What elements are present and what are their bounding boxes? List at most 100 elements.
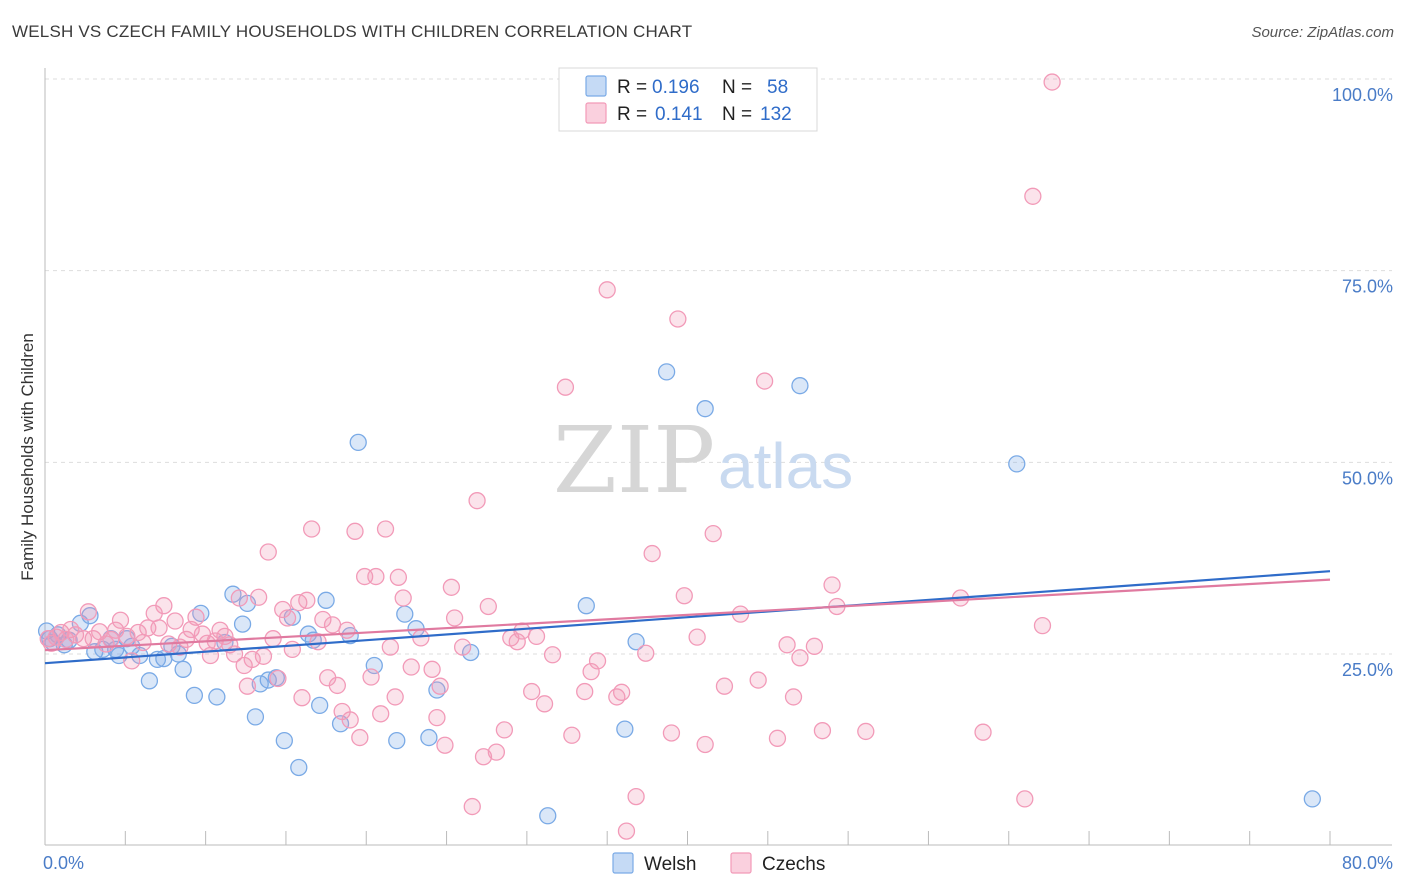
point-czechs [1016, 790, 1034, 808]
axis-layer [44, 68, 1392, 846]
bottom-legend-swatch-welsh [612, 852, 634, 874]
trend-layer [44, 570, 1331, 665]
point-czechs [302, 520, 321, 538]
point-czechs [259, 543, 277, 561]
stats-legend-r-value-welsh: 0.196 [652, 77, 700, 98]
point-czechs [389, 568, 408, 586]
point-czechs [74, 630, 93, 648]
watermark-zip: ZIP [553, 407, 715, 514]
point-czechs [394, 589, 412, 607]
point-czechs [627, 787, 645, 806]
watermark: ZIP atlas [553, 407, 853, 514]
point-czechs [402, 658, 420, 676]
point-czechs [535, 695, 554, 713]
point-czechs [669, 310, 687, 328]
point-czechs [230, 589, 249, 607]
point-czechs [298, 591, 316, 609]
point-czechs [463, 797, 481, 816]
watermark-atlas: atlas [718, 430, 853, 502]
stats-legend-n-label-welsh: N = [722, 77, 752, 98]
point-czechs [453, 638, 472, 656]
stats-legend-r-label-welsh: R = [617, 77, 647, 98]
point-czechs [523, 682, 541, 701]
point-welsh [317, 591, 335, 609]
stats-legend-swatch-welsh [585, 75, 607, 97]
point-czechs [269, 669, 287, 688]
point-welsh [577, 597, 595, 615]
point-czechs [243, 650, 261, 669]
point-czechs [813, 722, 832, 740]
trend-line-czechs [44, 578, 1331, 652]
y-tick-label: 75.0% [1342, 277, 1393, 297]
point-czechs [372, 705, 390, 723]
point-welsh [140, 672, 159, 690]
point-czechs [563, 726, 581, 744]
y-axis-label: Family Households with Children [18, 333, 37, 581]
point-czechs [442, 578, 461, 596]
point-czechs [314, 610, 332, 629]
point-czechs [351, 728, 369, 747]
point-czechs [274, 600, 292, 619]
point-czechs [134, 633, 152, 652]
point-welsh [233, 615, 252, 633]
point-czechs [66, 626, 85, 644]
bottom-legend-label-welsh: Welsh [644, 854, 696, 875]
point-czechs [543, 646, 562, 664]
point-czechs [1033, 616, 1052, 635]
point-welsh [657, 363, 676, 381]
point-czechs [479, 597, 497, 616]
point-czechs [338, 621, 356, 639]
label-layer: 25.0% 50.0% 75.0% 100.0% 0.0% 80.0% [43, 85, 1393, 873]
point-czechs [1024, 187, 1042, 205]
bottom-legend: Welsh Czechs [612, 852, 825, 875]
y-tick-label: 50.0% [1342, 468, 1393, 488]
point-czechs [513, 622, 531, 640]
point-czechs [582, 662, 600, 681]
stats-legend-n-value-czechs: 132 [760, 104, 792, 125]
point-czechs [166, 612, 184, 630]
point-czechs [283, 640, 302, 659]
point-czechs [778, 636, 796, 654]
point-czechs [527, 627, 546, 646]
point-czechs [688, 628, 706, 646]
point-czechs [309, 633, 327, 651]
point-czechs [238, 677, 257, 695]
point-czechs [123, 652, 141, 670]
point-welsh [627, 633, 645, 651]
point-czechs [431, 677, 449, 695]
x-tick-label-max: 80.0% [1342, 853, 1393, 873]
source-label: Source: ZipAtlas.com [1251, 24, 1394, 41]
y-tick-label: 25.0% [1342, 660, 1393, 680]
point-welsh [208, 688, 226, 706]
point-czechs [784, 688, 803, 706]
point-czechs [643, 544, 661, 563]
point-welsh [251, 675, 269, 693]
stats-legend: R = 0.196 N = 58 R = 0.141 N = 132 [558, 67, 818, 132]
point-czechs [386, 688, 404, 706]
point-welsh [396, 605, 414, 623]
point-welsh [349, 433, 367, 452]
point-czechs [617, 822, 636, 840]
point-czechs [423, 660, 441, 678]
point-czechs [662, 724, 681, 742]
point-welsh [185, 686, 204, 705]
point-welsh [110, 646, 128, 665]
point-czechs [323, 616, 342, 634]
point-czechs [445, 609, 464, 627]
point-czechs [508, 633, 526, 651]
point-czechs [588, 652, 607, 670]
y-tick-label: 100.0% [1332, 85, 1393, 105]
point-czechs [79, 603, 98, 621]
bottom-legend-label-czechs: Czechs [762, 854, 825, 875]
point-czechs [346, 522, 364, 540]
point-czechs [637, 644, 655, 662]
point-czechs [436, 736, 454, 754]
point-czechs [362, 668, 380, 686]
trend-line-welsh [44, 570, 1331, 665]
point-welsh [341, 626, 359, 645]
point-welsh [174, 660, 192, 678]
point-czechs [749, 671, 767, 689]
point-czechs [857, 722, 875, 741]
point-czechs [675, 587, 693, 605]
